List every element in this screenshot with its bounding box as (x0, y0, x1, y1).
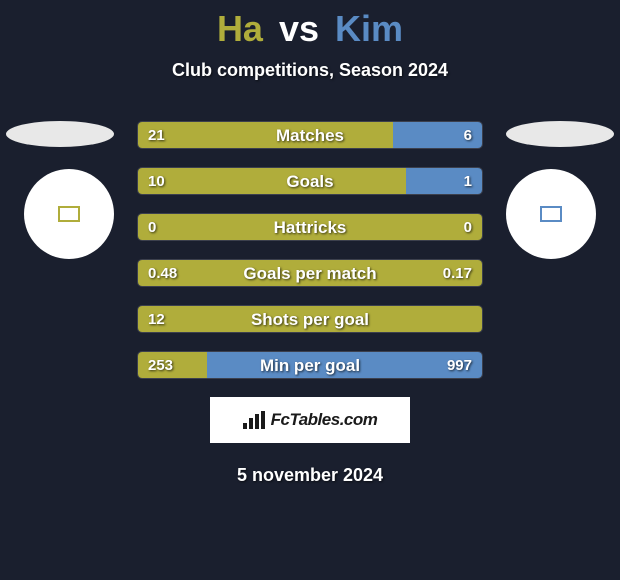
stat-bar-left (138, 260, 482, 286)
subtitle: Club competitions, Season 2024 (0, 60, 620, 81)
stat-row: Hattricks00 (137, 213, 483, 241)
player1-name: Ha (217, 8, 263, 49)
player2-name: Kim (335, 8, 403, 49)
comparison-card: Ha vs Kim Club competitions, Season 2024… (0, 0, 620, 486)
stat-bar-right (406, 168, 482, 194)
stat-bar-left (138, 122, 393, 148)
fctables-logo[interactable]: FcTables.com (210, 397, 410, 443)
stat-row: Shots per goal12 (137, 305, 483, 333)
image-placeholder-icon (540, 206, 562, 222)
date-text: 5 november 2024 (0, 465, 620, 486)
stat-bar-right (207, 352, 482, 378)
stat-row: Goals per match0.480.17 (137, 259, 483, 287)
bar-chart-icon (243, 411, 265, 429)
stat-bar-left (138, 168, 406, 194)
vs-text: vs (279, 8, 319, 49)
image-placeholder-icon (58, 206, 80, 222)
stat-bar-left (138, 352, 207, 378)
stat-bar-left (138, 306, 482, 332)
stats-area: Matches216 Goals101 Hattricks00 Goals per m… (0, 121, 620, 486)
page-title: Ha vs Kim (0, 8, 620, 50)
stat-row: Min per goal253997 (137, 351, 483, 379)
player2-oval (506, 121, 614, 147)
player1-oval (6, 121, 114, 147)
stat-row: Matches216 (137, 121, 483, 149)
stat-row: Goals101 (137, 167, 483, 195)
stat-bar-right (393, 122, 482, 148)
player2-avatar (506, 169, 596, 259)
player1-avatar (24, 169, 114, 259)
logo-text: FcTables.com (271, 410, 378, 430)
stat-bar-left (138, 214, 482, 240)
stat-bars: Matches216 Goals101 Hattricks00 Goals per m… (137, 121, 483, 379)
